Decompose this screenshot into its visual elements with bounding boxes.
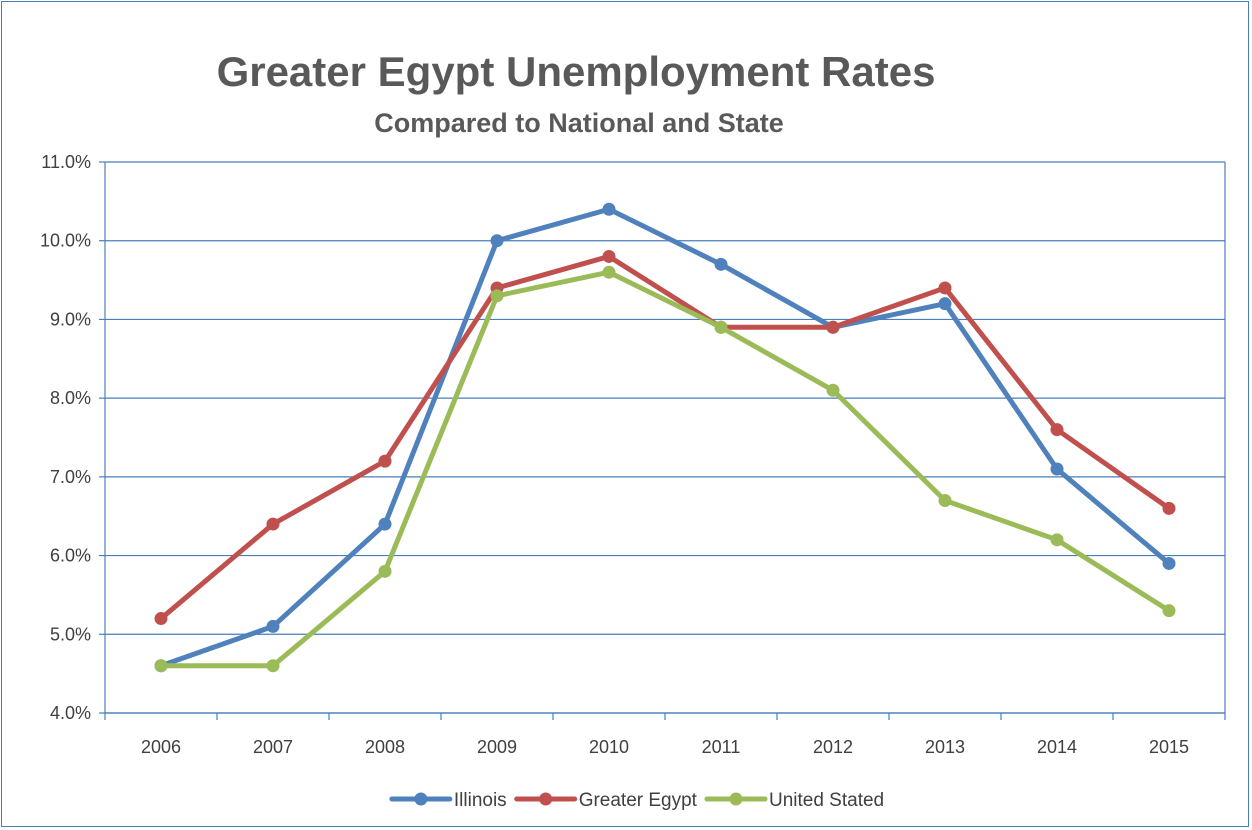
data-point [826,320,840,334]
series-united-stated [154,265,1176,673]
x-tick-label: 2009 [477,737,517,757]
legend-swatch-marker [539,792,553,806]
series-line [158,269,1172,669]
data-point [266,619,280,633]
legend-swatch-marker [729,792,743,806]
y-tick-label: 6.0% [50,546,91,566]
legend-label: Illinois [454,790,507,811]
axes: 4.0% 5.0% 6.0% 7.0% 8.0% 9.0% 10.0% 11.0% 2006 20… [40,152,1226,757]
data-point [938,297,952,311]
series-line [158,206,1172,669]
legend-label: United Stated [769,790,884,811]
legend-entry: Illinois [389,790,507,811]
y-tick-label: 9.0% [50,309,91,329]
x-tick-label: 2008 [365,737,405,757]
x-tick-label: 2010 [589,737,629,757]
data-point [490,234,504,248]
series-lines [154,202,1176,673]
series-line [158,253,1172,622]
y-tick-label: 8.0% [50,388,91,408]
data-point [266,517,280,531]
y-tick-label: 10.0% [40,231,91,251]
data-point [714,320,728,334]
data-point [1050,533,1064,547]
y-tick-label: 7.0% [50,467,91,487]
data-point [826,383,840,397]
data-point [378,454,392,468]
x-tick-label: 2012 [813,737,853,757]
data-point [714,257,728,271]
data-point [938,281,952,295]
legend-swatch-marker [414,792,428,806]
data-point [1050,462,1064,476]
x-tick-label: 2015 [1149,737,1189,757]
data-point [154,659,168,673]
data-point [1162,501,1176,515]
series-greater-egypt [154,249,1176,626]
chart-title: Greater Egypt Unemployment Rates [217,48,936,95]
data-point [1162,556,1176,570]
series-illinois [154,202,1176,673]
data-point [1050,423,1064,437]
data-point [154,612,168,626]
chart-subtitle: Compared to National and State [374,108,784,138]
y-tick-label: 4.0% [50,703,91,723]
legend: Illinois Greater Egypt United Stated [389,790,884,811]
x-tick-label: 2014 [1037,737,1077,757]
legend-entry: Greater Egypt [514,790,698,811]
y-tick-label: 5.0% [50,624,91,644]
gridlines [105,161,1225,714]
data-point [602,249,616,263]
x-tick-label: 2011 [702,737,741,757]
legend-entry: United Stated [704,790,884,811]
x-tick-label: 2006 [141,737,181,757]
data-point [602,202,616,216]
data-point [378,517,392,531]
data-point [266,659,280,673]
data-point [490,289,504,303]
data-point [602,265,616,279]
x-tick-label: 2013 [925,737,965,757]
legend-label: Greater Egypt [579,790,698,811]
data-point [378,564,392,578]
x-tick-label: 2007 [253,737,293,757]
data-point [1162,604,1176,618]
y-tick-label: 11.0% [41,152,91,172]
data-point [938,493,952,507]
